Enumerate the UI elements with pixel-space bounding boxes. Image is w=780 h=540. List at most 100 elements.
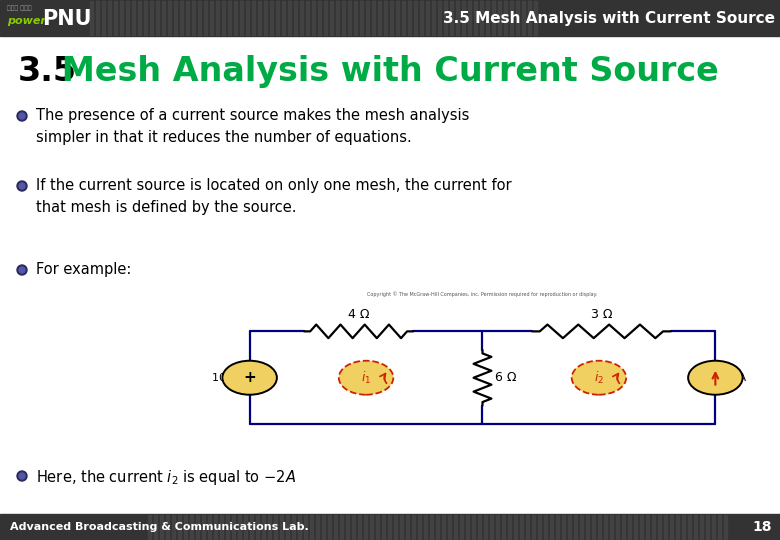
Bar [490, 515, 493, 539]
Text: Mesh Analysis with Current Source: Mesh Analysis with Current Source [50, 55, 718, 88]
Bar [300, 1, 303, 35]
Bar [310, 515, 313, 539]
Text: 5 A: 5 A [728, 373, 746, 383]
Bar [0, 0, 780, 36]
Bar [486, 1, 489, 35]
Bar [532, 515, 535, 539]
Bar [358, 515, 361, 539]
Bar [246, 1, 249, 35]
Bar [364, 515, 367, 539]
Circle shape [222, 361, 277, 395]
Bar [292, 515, 295, 539]
Bar [328, 515, 331, 539]
Bar [354, 1, 357, 35]
Bar [166, 515, 169, 539]
Bar [408, 1, 411, 35]
Bar [402, 1, 405, 35]
Bar [706, 515, 709, 539]
Bar [712, 515, 715, 539]
Bar [228, 1, 231, 35]
Bar [162, 1, 165, 35]
Circle shape [19, 183, 25, 189]
Bar [334, 515, 337, 539]
Bar [298, 515, 301, 539]
Circle shape [17, 181, 27, 191]
Bar [202, 515, 205, 539]
Bar [622, 515, 625, 539]
Bar [244, 515, 247, 539]
Bar [508, 515, 511, 539]
Bar [406, 515, 409, 539]
Bar [396, 1, 399, 35]
Bar [538, 515, 541, 539]
Bar [502, 515, 505, 539]
Bar [556, 515, 559, 539]
Bar [616, 515, 619, 539]
Bar [628, 515, 631, 539]
Bar [154, 515, 157, 539]
Bar [120, 1, 123, 35]
Bar [382, 515, 385, 539]
Bar [90, 1, 93, 35]
Bar [504, 1, 507, 35]
Bar [150, 1, 153, 35]
Text: 3.5 Mesh Analysis with Current Source: 3.5 Mesh Analysis with Current Source [443, 10, 775, 25]
Bar [658, 515, 661, 539]
Bar [316, 515, 319, 539]
Bar [324, 1, 327, 35]
Bar [484, 515, 487, 539]
Bar [370, 515, 373, 539]
Bar [252, 1, 255, 35]
Circle shape [17, 265, 27, 275]
Text: If the current source is located on only one mesh, the current for
that mesh is : If the current source is located on only… [36, 178, 512, 214]
Bar [498, 1, 501, 35]
Bar [214, 515, 217, 539]
Bar [444, 1, 447, 35]
Bar [432, 1, 435, 35]
Bar [108, 1, 111, 35]
Bar [480, 1, 483, 35]
Bar [330, 1, 333, 35]
Bar [178, 515, 181, 539]
Bar [348, 1, 351, 35]
Bar [372, 1, 375, 35]
Bar [376, 515, 379, 539]
Bar [420, 1, 423, 35]
Bar [718, 515, 721, 539]
Bar [240, 1, 243, 35]
Circle shape [19, 267, 25, 273]
Bar [474, 1, 477, 35]
Text: Advanced Broadcasting & Communications Lab.: Advanced Broadcasting & Communications L… [10, 522, 309, 532]
Bar [226, 515, 229, 539]
Circle shape [688, 361, 743, 395]
Bar [174, 1, 177, 35]
Bar [700, 515, 703, 539]
Bar [256, 515, 259, 539]
Text: Here, the current $i_2$ is equal to $-2A$: Here, the current $i_2$ is equal to $-2A… [36, 468, 296, 487]
Bar [544, 515, 547, 539]
Text: 10 V: 10 V [212, 373, 237, 383]
Bar [280, 515, 283, 539]
Bar [282, 1, 285, 35]
Bar [438, 1, 441, 35]
Bar [520, 515, 523, 539]
Bar [322, 515, 325, 539]
Bar [574, 515, 577, 539]
Bar [472, 515, 475, 539]
Bar [352, 515, 355, 539]
Bar [430, 515, 433, 539]
Bar [216, 1, 219, 35]
Bar [550, 515, 553, 539]
Bar [598, 515, 601, 539]
Bar [604, 515, 607, 539]
Text: 18: 18 [753, 520, 772, 534]
Bar [366, 1, 369, 35]
Bar [196, 515, 199, 539]
Bar [664, 515, 667, 539]
Circle shape [572, 361, 626, 395]
Bar [114, 1, 117, 35]
Bar [276, 1, 279, 35]
Bar [258, 1, 261, 35]
Bar [304, 515, 307, 539]
Bar [676, 515, 679, 539]
